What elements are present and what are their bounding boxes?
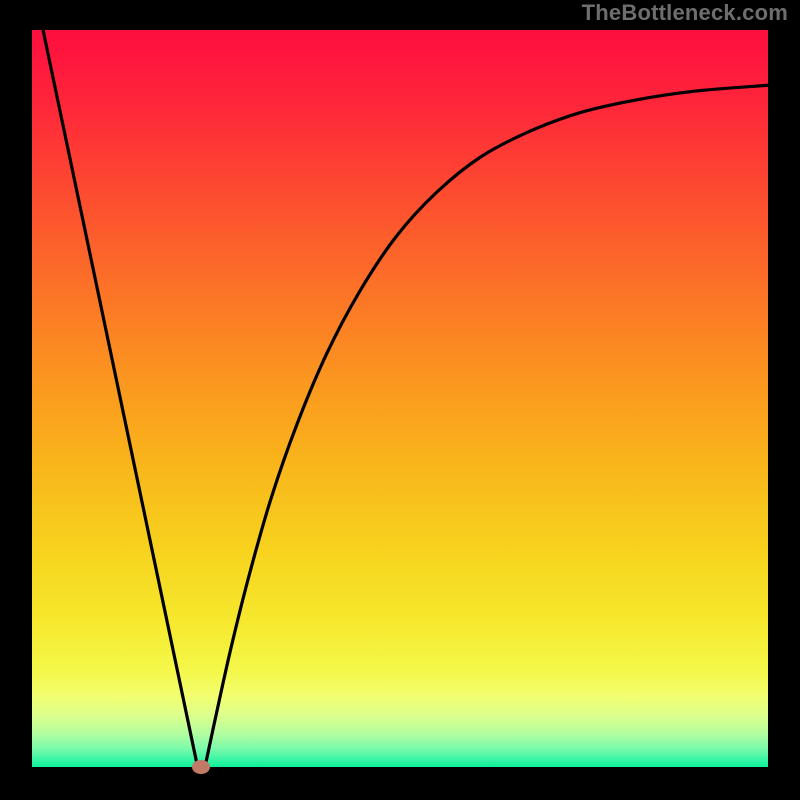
watermark-text: TheBottleneck.com xyxy=(582,0,788,26)
chart-container: TheBottleneck.com xyxy=(0,0,800,800)
gradient-background xyxy=(32,30,768,767)
plot-svg xyxy=(32,30,768,767)
plot-area xyxy=(32,30,768,767)
minimum-marker xyxy=(192,760,210,774)
